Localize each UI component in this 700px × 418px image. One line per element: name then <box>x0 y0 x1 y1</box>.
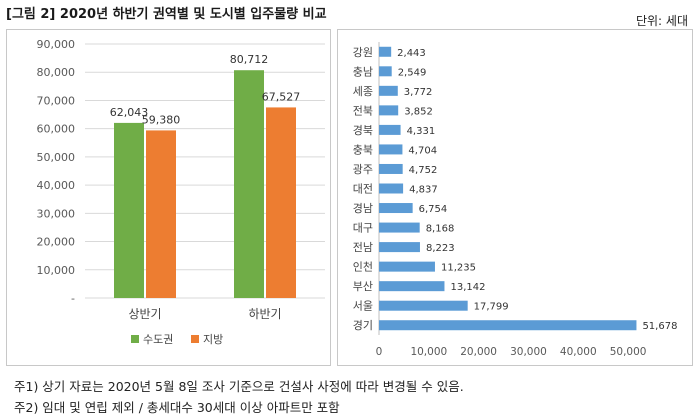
city-bar-chart: 강원 2,443 충남 2,549 세종 3,772 전북 3,852 경북 4,331 충북 4,7… <box>353 42 677 358</box>
city-label: 강원 <box>353 46 373 59</box>
x-category-label: 상반기 <box>128 307 161 321</box>
bar-local <box>146 130 176 298</box>
x-tick-label: 40,000 <box>560 346 597 358</box>
city-bar <box>379 300 468 311</box>
city-label: 경남 <box>353 202 373 215</box>
legend-label: 지방 <box>203 333 223 346</box>
x-tick-label: 0 <box>376 346 383 358</box>
city-label: 충북 <box>353 143 373 156</box>
data-label: 2,443 <box>397 48 426 59</box>
y-tick-label: 60,000 <box>37 123 76 136</box>
city-bar <box>379 105 399 116</box>
regional-chart-panel: - 10,000 20,000 30,000 40,000 50,000 60,000 70,… <box>6 29 331 366</box>
legend-label: 수도권 <box>143 333 173 346</box>
city-label: 충남 <box>353 65 373 78</box>
x-tick-label: 10,000 <box>410 346 447 358</box>
regional-bar-chart: - 10,000 20,000 30,000 40,000 50,000 60,000 70,… <box>37 38 325 346</box>
city-label: 경북 <box>353 124 373 137</box>
x-tick-label: 50,000 <box>610 346 647 358</box>
y-tick-label: 20,000 <box>37 236 76 249</box>
y-tick-label: 90,000 <box>37 38 76 51</box>
y-tick-label: 80,000 <box>37 66 76 79</box>
city-bar <box>379 85 398 96</box>
data-label: 17,799 <box>474 302 509 313</box>
city-bar <box>379 242 420 253</box>
city-label: 전북 <box>353 104 373 117</box>
footnote-1: 주1) 상기 자료는 2020년 5월 8일 조사 기준으로 건설사 사정에 따… <box>14 379 464 394</box>
data-label: 13,142 <box>450 282 485 293</box>
x-tick-label: 30,000 <box>510 346 547 358</box>
y-tick-label: - <box>71 292 75 305</box>
city-bar <box>379 261 435 272</box>
city-label: 부산 <box>353 280 373 293</box>
y-tick-label: 10,000 <box>37 264 76 277</box>
y-tick-label: 30,000 <box>37 207 76 220</box>
bar-local <box>266 107 296 298</box>
city-label: 인천 <box>353 260 373 274</box>
y-tick-label: 50,000 <box>37 151 76 164</box>
data-label: 8,223 <box>426 243 455 254</box>
city-bar <box>379 222 420 233</box>
data-label: 3,852 <box>404 106 433 117</box>
data-label: 67,527 <box>262 90 301 103</box>
data-label: 3,772 <box>404 87 433 98</box>
data-label: 4,837 <box>409 185 438 196</box>
city-bar <box>379 46 392 57</box>
x-category-label: 하반기 <box>248 307 281 321</box>
data-label: 80,712 <box>230 53 269 66</box>
city-label: 경기 <box>353 319 373 332</box>
legend-swatch <box>131 335 139 343</box>
data-label: 11,235 <box>441 263 476 274</box>
data-label: 4,752 <box>409 165 438 176</box>
legend-swatch <box>191 335 199 343</box>
y-tick-label: 70,000 <box>37 94 76 107</box>
data-label: 4,331 <box>407 126 436 137</box>
city-bar <box>379 66 392 77</box>
data-label: 6,754 <box>419 204 448 215</box>
city-label: 전남 <box>353 241 373 254</box>
data-label: 59,380 <box>142 113 181 126</box>
data-label: 51,678 <box>642 321 677 332</box>
footnote-2: 주2) 임대 및 연립 제외 / 총세대수 30세대 이상 아파트만 포함 <box>14 400 340 415</box>
unit-label: 단위: 세대 <box>635 14 688 28</box>
city-bar <box>379 144 403 155</box>
city-bar <box>379 183 404 194</box>
city-label: 서울 <box>353 300 373 313</box>
x-tick-label: 20,000 <box>460 346 497 358</box>
bar-metro <box>114 122 144 298</box>
city-bar <box>379 203 413 214</box>
chart-title: [그림 2] 2020년 하반기 권역별 및 도시별 입주물량 비교 <box>6 7 327 22</box>
city-label: 광주 <box>353 163 373 176</box>
data-label: 62,043 <box>110 106 149 119</box>
city-label: 대구 <box>353 222 373 235</box>
city-bar <box>379 124 401 135</box>
city-label: 대전 <box>353 183 373 196</box>
city-label: 세종 <box>353 85 373 98</box>
bar-metro <box>234 70 264 298</box>
city-bar <box>379 320 637 331</box>
footnotes: 주1) 상기 자료는 2020년 5월 8일 조사 기준으로 건설사 사정에 따… <box>14 376 464 418</box>
y-tick-label: 40,000 <box>37 179 76 192</box>
data-label: 2,549 <box>398 67 427 78</box>
data-label: 8,168 <box>426 224 455 235</box>
city-bar <box>379 163 403 174</box>
city-bar <box>379 281 445 292</box>
city-chart-panel: 강원 2,443 충남 2,549 세종 3,772 전북 3,852 경북 4,331 충북 4,7… <box>337 29 693 366</box>
data-label: 4,704 <box>408 145 437 156</box>
